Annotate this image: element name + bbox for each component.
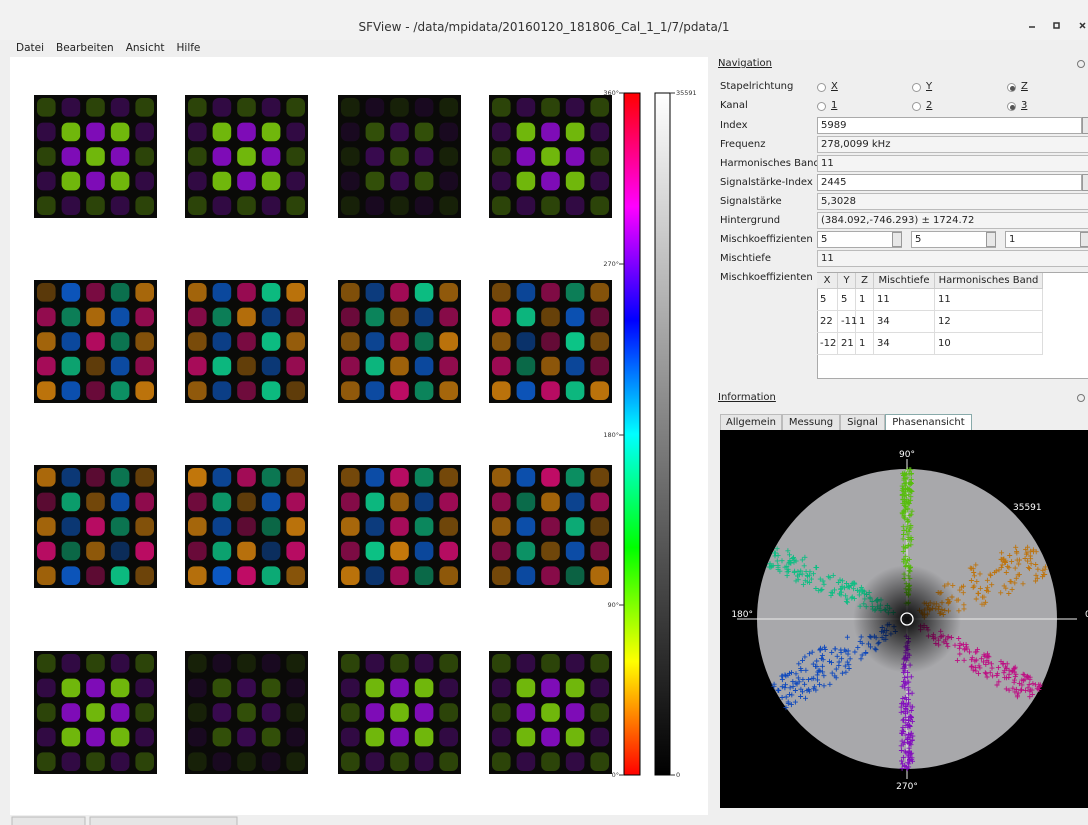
float-icon[interactable] [1077,394,1085,402]
table-header[interactable]: Z [856,273,874,289]
readonly-field: 5,3028 [817,193,1088,210]
spin-box[interactable]: 1 [1005,231,1088,248]
tab[interactable]: Signal [840,414,885,430]
radio-label: 3 [1021,100,1027,111]
radio-button[interactable] [912,83,921,92]
table-cell[interactable]: 1 [856,311,874,333]
radio-label: Z [1021,81,1028,92]
radio-label: 2 [926,100,932,111]
spin-arrows[interactable] [1082,117,1088,134]
float-icon[interactable] [1077,60,1085,68]
table-cell[interactable]: 12 [935,311,1043,333]
table-cell[interactable]: 11 [935,289,1043,311]
tab[interactable]: Phasenansicht [885,414,972,430]
spin-box[interactable]: 5 [817,231,902,248]
readonly-field: 11 [817,155,1088,172]
radio-button[interactable] [1007,83,1016,92]
spin-arrows[interactable] [1080,232,1088,247]
app: {"window":{"title":"SFView - /data/mpida… [0,0,1088,825]
table-cell[interactable]: 11 [874,289,935,311]
field-label: Mischkoeffizienten [720,234,813,245]
table-cell[interactable]: 5 [838,289,856,311]
readonly-field: 278,0099 kHz [817,136,1088,153]
table-cell[interactable]: 10 [935,333,1043,355]
tab[interactable]: Allgemein [720,414,782,430]
table-cell[interactable]: 5 [817,289,838,311]
tab[interactable]: Messung [782,414,840,430]
field-label: Signalstärke [720,196,782,207]
table-header[interactable]: Harmonisches Band [935,273,1043,289]
spin-arrows[interactable] [986,232,996,247]
radio-button[interactable] [817,83,826,92]
readonly-field: 11 [817,250,1088,267]
spin-box[interactable]: 5989 [817,117,1082,134]
radio-button[interactable] [1007,102,1016,111]
radio-button[interactable] [912,102,921,111]
field-label: Stapelrichtung [720,81,793,92]
table-header[interactable]: X [817,273,838,289]
table-cell[interactable]: 1 [856,289,874,311]
radio-button[interactable] [817,102,826,111]
table-cell[interactable]: 34 [874,333,935,355]
radio-label: 1 [831,100,837,111]
field-label: Frequenz [720,139,766,150]
spin-box[interactable]: 5 [911,231,996,248]
table-header[interactable]: Y [838,273,856,289]
section-header: Navigation [718,58,772,69]
table-cell[interactable]: -11 [838,311,856,333]
radio-label: Y [926,81,932,92]
field-label: Index [720,120,748,131]
field-label: Mischkoeffizienten [720,272,813,283]
field-label: Signalstärke-Index [720,177,813,188]
spin-arrows[interactable] [1082,174,1088,191]
table-cell[interactable]: 1 [856,333,874,355]
table-cell[interactable]: 21 [838,333,856,355]
field-label: Hintergrund [720,215,780,226]
ui: NavigationStapelrichtungXYZKanal123Index… [0,0,1088,825]
table-cell[interactable]: 34 [874,311,935,333]
table-header[interactable]: Mischtiefe [874,273,935,289]
readonly-field: (384.092,-746.293) ± 1724.72 [817,212,1088,229]
spin-arrows[interactable] [892,232,902,247]
section-header: Information [718,392,776,403]
field-label: Kanal [720,100,748,111]
field-label: Harmonisches Band [720,158,820,169]
table-cell[interactable]: 22 [817,311,838,333]
spin-box[interactable]: 2445 [817,174,1082,191]
field-label: Mischtiefe [720,253,771,264]
radio-label: X [831,81,838,92]
table-cell[interactable]: -12 [817,333,838,355]
